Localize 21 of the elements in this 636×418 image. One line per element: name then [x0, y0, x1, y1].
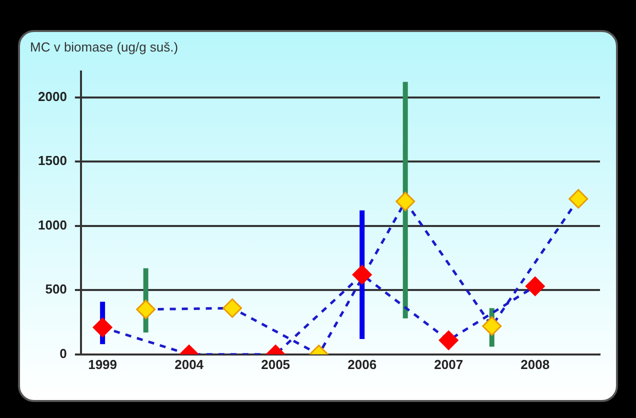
x-tick-label: 2008: [520, 356, 550, 372]
x-tick-label: 2004: [174, 356, 204, 372]
y-tick-label: 2000: [38, 88, 67, 104]
x-tick-label: 2005: [261, 356, 290, 372]
point: [352, 264, 372, 284]
point: [136, 300, 156, 320]
x-tick-label: 2006: [348, 356, 377, 372]
point: [396, 192, 416, 212]
point: [438, 330, 458, 350]
y-tick-label: 500: [45, 282, 67, 297]
point: [222, 298, 242, 318]
x-tick-label: 2007: [434, 356, 464, 372]
y-tick-label: 1500: [38, 153, 67, 168]
point: [568, 189, 588, 209]
point: [482, 316, 502, 336]
y-tick-label: 1000: [38, 217, 67, 232]
x-tick-label: 1999: [88, 356, 118, 372]
chart-title: MC v biomase (ug/g suš.): [30, 39, 178, 54]
point: [525, 276, 545, 296]
point: [92, 318, 112, 338]
y-tick-label: 0: [60, 346, 67, 361]
